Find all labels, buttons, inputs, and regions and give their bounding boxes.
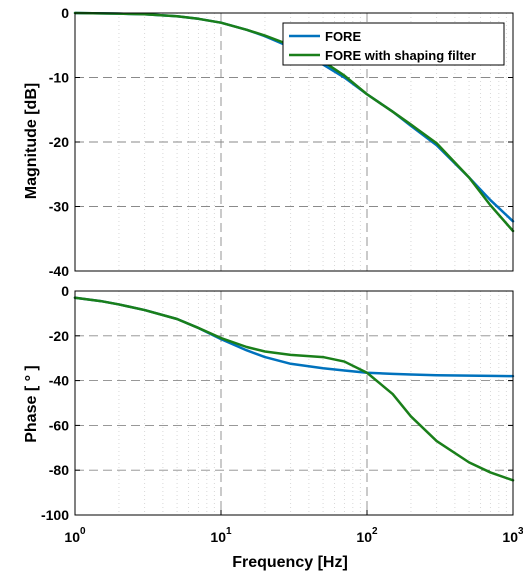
frequency-xtick-label: 101 xyxy=(210,526,232,545)
frequency-xtick-label: 103 xyxy=(502,526,523,545)
frequency-xtick-label: 102 xyxy=(356,526,378,545)
phase-ylabel: Phase [ ° ] xyxy=(23,365,40,443)
frequency-xtick-label: 100 xyxy=(64,526,86,545)
magnitude-ytick-label: -40 xyxy=(49,263,69,279)
phase-ytick-label: -60 xyxy=(49,417,69,433)
phase-ytick-label: -40 xyxy=(49,373,69,389)
magnitude-ytick-label: -10 xyxy=(49,70,69,86)
magnitude-ylabel: Magnitude [dB] xyxy=(23,83,40,199)
phase-series-fore-shaping xyxy=(73,296,515,482)
phase-ytick-label: -100 xyxy=(41,507,69,523)
phase-ytick-label: -20 xyxy=(49,328,69,344)
phase-ytick-label: -80 xyxy=(49,462,69,478)
phase-panel: 0 -20 -40 -60 -80 -100 100 101 102 103 Phase [ °… xyxy=(23,283,523,571)
magnitude-panel: 0 -10 -20 -30 -40 Magnitude [dB] FORE FORE w… xyxy=(23,5,515,279)
phase-axes-frame xyxy=(74,290,514,516)
phase-ytick-label: 0 xyxy=(61,283,69,299)
legend-label-fore: FORE xyxy=(325,29,361,44)
magnitude-ytick-label: -30 xyxy=(49,199,69,215)
frequency-xlabel: Frequency [Hz] xyxy=(232,554,348,571)
legend-box xyxy=(282,22,505,66)
legend-label-fore-shaping: FORE with shaping filter xyxy=(325,48,476,63)
magnitude-ytick-label: 0 xyxy=(61,5,69,21)
legend: FORE FORE with shaping filter xyxy=(282,22,505,66)
magnitude-ytick-label: -20 xyxy=(49,134,69,150)
